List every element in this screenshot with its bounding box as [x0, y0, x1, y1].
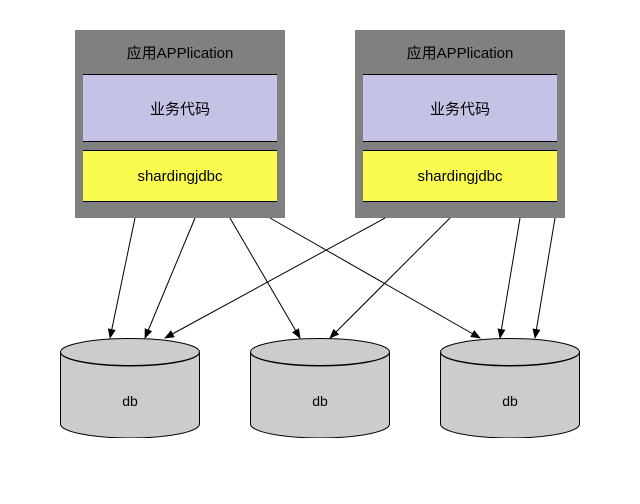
db-label: db	[60, 393, 200, 409]
app-header-0: 应用APPlication	[83, 38, 277, 66]
app-biz-0: 业务代码	[83, 74, 277, 142]
app-sj-label: shardingjdbc	[137, 168, 222, 185]
db-cylinder-1: db	[250, 338, 390, 438]
app-biz-label: 业务代码	[150, 98, 210, 119]
app-box-1: 应用APPlication 业务代码 shardingjdbc	[355, 30, 565, 218]
app-biz-1: 业务代码	[363, 74, 557, 142]
app-box-0: 应用APPlication 业务代码 shardingjdbc	[75, 30, 285, 218]
db-label: db	[440, 393, 580, 409]
app-header-label: 应用APPlication	[407, 42, 514, 63]
db-cylinder-0: db	[60, 338, 200, 438]
app-header-1: 应用APPlication	[363, 38, 557, 66]
app-sj-1: shardingjdbc	[363, 150, 557, 202]
app-sj-label: shardingjdbc	[417, 168, 502, 185]
db-cylinder-2: db	[440, 338, 580, 438]
app-sj-0: shardingjdbc	[83, 150, 277, 202]
app-header-label: 应用APPlication	[127, 42, 234, 63]
diagram-stage: 应用APPlication 业务代码 shardingjdbc 应用APPlic…	[0, 0, 640, 504]
db-label: db	[250, 393, 390, 409]
app-biz-label: 业务代码	[430, 98, 490, 119]
